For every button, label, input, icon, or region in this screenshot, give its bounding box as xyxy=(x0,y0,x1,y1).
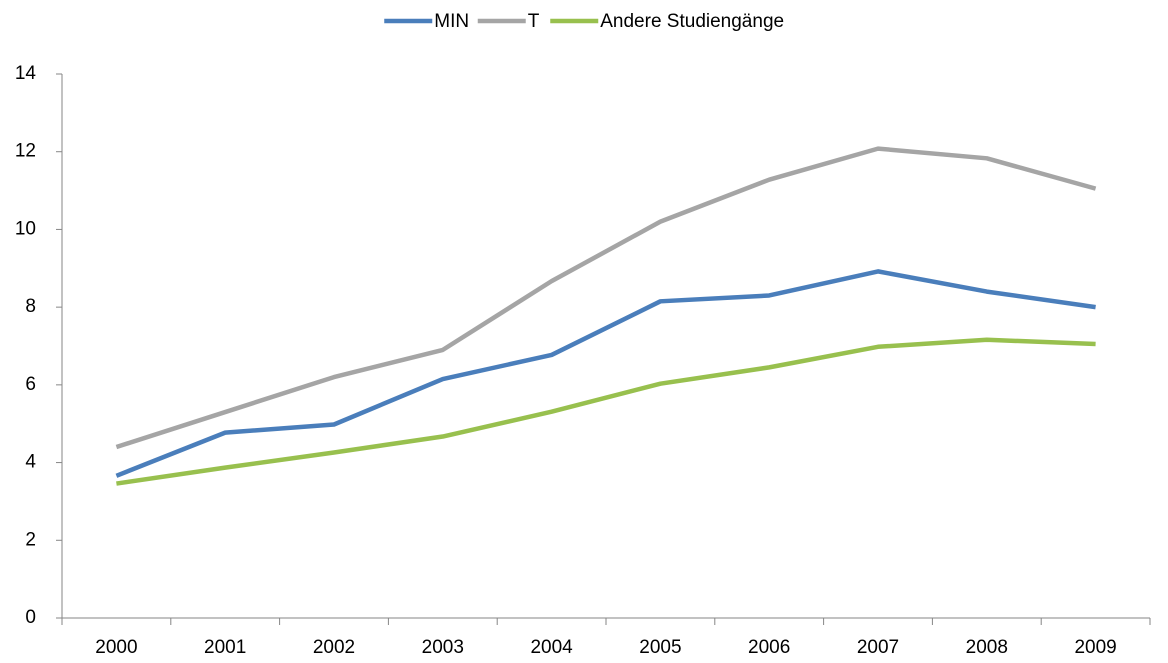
legend-label: Andere Studiengänge xyxy=(600,11,784,32)
x-tick-label: 2009 xyxy=(1074,637,1116,658)
x-tick-label: 2001 xyxy=(204,637,246,658)
series-line xyxy=(116,337,1096,486)
y-tick-label: 4 xyxy=(25,452,36,473)
x-tick-label: 2000 xyxy=(95,637,137,658)
legend-label: T xyxy=(528,11,540,32)
series-line xyxy=(115,146,1097,450)
y-tick-label: 14 xyxy=(15,63,37,84)
legend-label: MIN xyxy=(434,11,469,32)
y-tick-label: 10 xyxy=(15,218,36,239)
y-tick-label: 6 xyxy=(25,374,36,395)
x-tick-label: 2006 xyxy=(748,637,790,658)
x-tick-label: 2002 xyxy=(313,637,355,658)
x-tick-label: 2005 xyxy=(639,637,681,658)
y-tick-label: 12 xyxy=(15,141,36,162)
x-tick-label: 2007 xyxy=(857,637,899,658)
series-line xyxy=(115,269,1096,478)
y-tick-label: 8 xyxy=(25,296,36,317)
x-tick-label: 2003 xyxy=(422,637,464,658)
y-tick-label: 2 xyxy=(25,529,36,550)
x-tick-label: 2004 xyxy=(530,637,573,658)
y-tick-label: 0 xyxy=(25,607,36,628)
x-tick-label: 2008 xyxy=(966,637,1008,658)
